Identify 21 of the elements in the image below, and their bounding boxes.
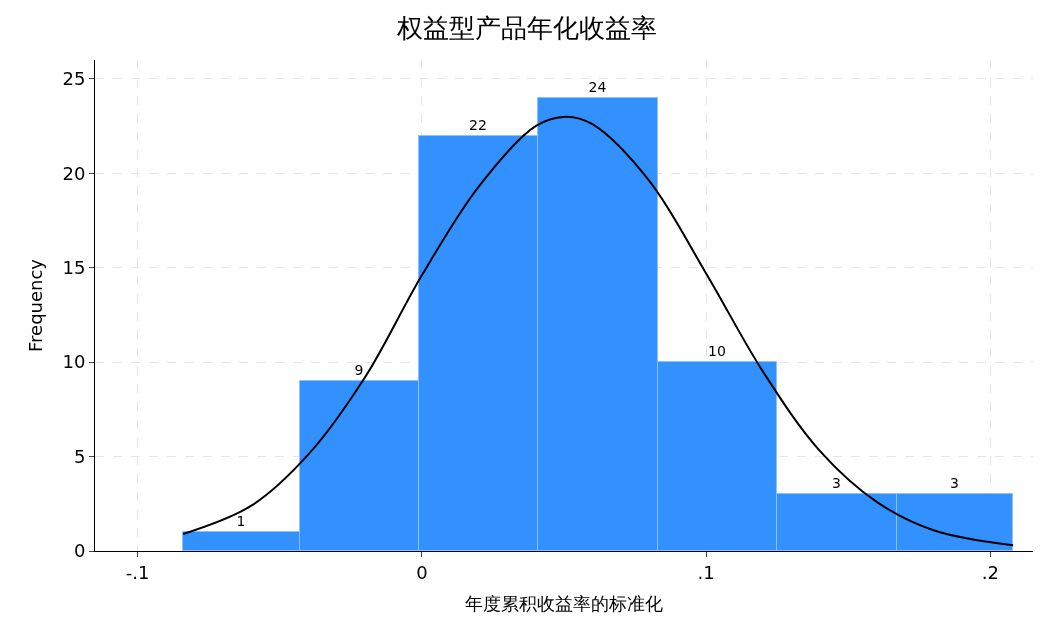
y-tick-label: 25 — [62, 68, 86, 90]
data-label: 9 — [354, 361, 364, 378]
data-label: 22 — [469, 116, 487, 133]
y-tick-label: 10 — [62, 351, 86, 373]
x-tick-label: .1 — [697, 561, 715, 583]
x-tick-label: -.1 — [125, 561, 150, 583]
x-tick-label: 0 — [416, 561, 428, 583]
chart-title: 权益型产品年化收益率 — [395, 13, 657, 44]
data-label: 1 — [236, 512, 246, 529]
data-label: 3 — [832, 474, 841, 491]
line-series — [182, 115, 1015, 547]
x-tick-label: .2 — [981, 561, 999, 583]
y-tick-label: 15 — [62, 257, 86, 279]
y-tick-label: 20 — [62, 162, 86, 184]
y-axis-title: Frequency — [24, 258, 46, 352]
x-axis-title: 年度累积收益率的标准化 — [465, 592, 663, 614]
y-tick-label: 0 — [73, 540, 86, 562]
data-label: 3 — [950, 474, 959, 491]
data-label: 10 — [708, 342, 726, 359]
data-label: 24 — [588, 78, 607, 95]
y-tick-label: 5 — [73, 445, 86, 467]
